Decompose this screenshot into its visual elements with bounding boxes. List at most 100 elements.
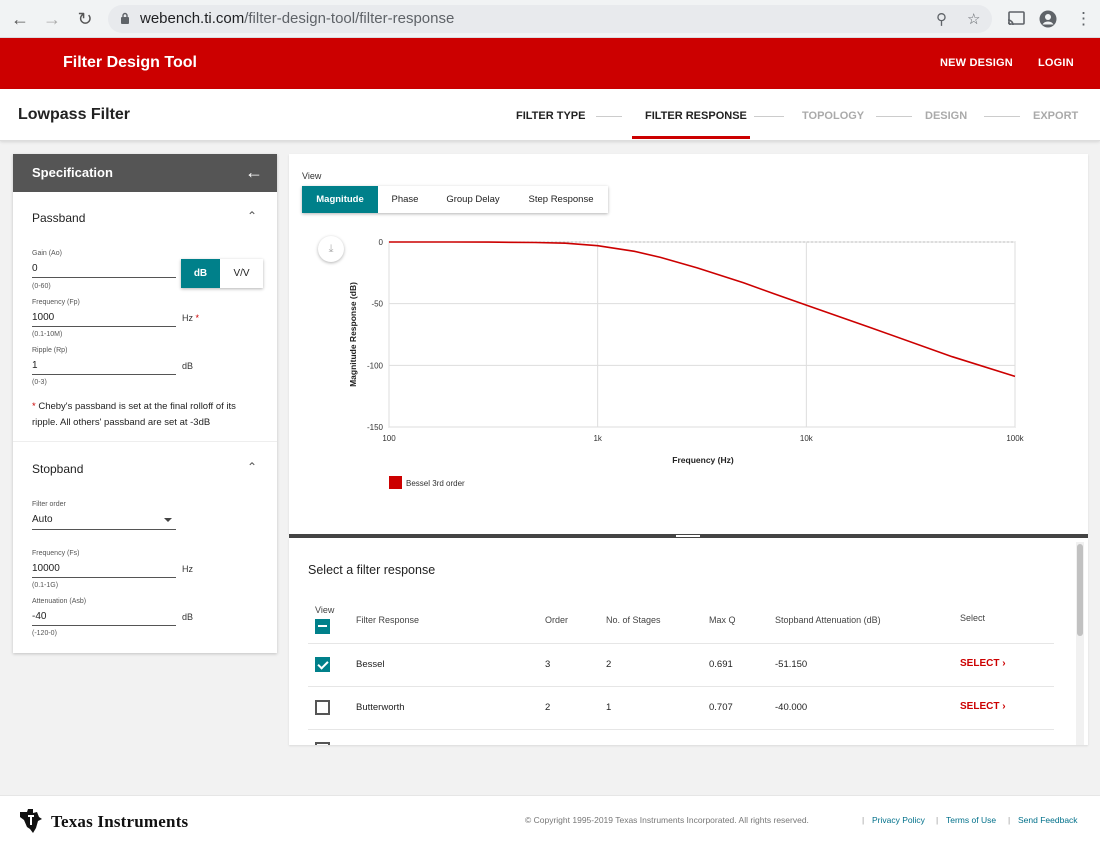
gain-underline: [32, 277, 176, 278]
copyright-text: © Copyright 1995-2019 Texas Instruments …: [525, 815, 809, 825]
chevron-up-icon[interactable]: ⌃: [247, 209, 258, 223]
ripple-underline: [32, 374, 176, 375]
app-header: Filter Design Tool NEW DESIGN LOGIN: [0, 38, 1100, 89]
privacy-policy-link[interactable]: Privacy Policy: [872, 815, 925, 825]
step-filter-response[interactable]: FILTER RESPONSE: [645, 110, 747, 122]
footer-separator: |: [1008, 815, 1011, 825]
star-icon[interactable]: ☆: [967, 11, 981, 28]
legend-label: Bessel 3rd order: [406, 479, 465, 488]
footer-separator: |: [936, 815, 939, 825]
tab-phase[interactable]: Phase: [391, 194, 419, 205]
login-button[interactable]: LOGIN: [1038, 57, 1074, 69]
response-chart-panel: 100 1k 10k 100k 0 -50 -100 -150 Frequency (Hz) Ma…: [289, 154, 1088, 534]
ti-brand-name[interactable]: Texas Instruments: [51, 812, 189, 831]
scrollbar-thumb[interactable]: [1077, 544, 1083, 636]
passband-frequency-underline: [32, 326, 176, 327]
zoom-icon[interactable]: ⚲: [936, 11, 947, 28]
filter-order-underline: [32, 529, 176, 530]
attenuation-input[interactable]: -40: [32, 611, 47, 622]
ti-logo-icon[interactable]: [18, 808, 44, 834]
tab-step-response[interactable]: Step Response: [528, 194, 594, 205]
step-topology[interactable]: TOPOLOGY: [802, 110, 865, 122]
gain-hint: (0-60): [32, 283, 51, 290]
page-title: Lowpass Filter: [18, 106, 131, 123]
footer-separator: |: [862, 815, 865, 825]
lock-icon: [121, 12, 129, 24]
select-button-bessel[interactable]: SELECT ›: [960, 658, 1006, 669]
stopband-frequency-input[interactable]: 10000: [32, 563, 60, 574]
step-bar: Lowpass Filter FILTER TYPE FILTER RESPON…: [0, 89, 1100, 141]
attenuation-underline: [32, 625, 176, 626]
back-arrow-icon[interactable]: ←: [11, 9, 29, 29]
view-checkbox-bessel[interactable]: [315, 657, 330, 672]
legend-swatch: [389, 476, 402, 489]
arrow-left-icon[interactable]: ←: [245, 162, 263, 182]
header-filter-response: Filter Response: [356, 615, 420, 625]
filter-order-label: Filter order: [32, 501, 66, 508]
header-view: View: [315, 605, 335, 615]
row-divider: [308, 643, 1054, 644]
tab-magnitude[interactable]: Magnitude: [302, 186, 378, 213]
new-design-button[interactable]: NEW DESIGN: [940, 57, 1013, 69]
x-tick-label: 100k: [1006, 434, 1024, 443]
stopband-frequency-unit: Hz: [182, 564, 193, 574]
stopband-frequency-underline: [32, 577, 176, 578]
ripple-label: Ripple (Rp): [32, 347, 68, 354]
ripple-input[interactable]: 1: [32, 360, 38, 371]
specification-panel: Specification ← Passband ⌃ Gain (Ao) 0 (…: [13, 154, 277, 653]
passband-frequency-input[interactable]: 1000: [32, 312, 55, 323]
filter-order-select[interactable]: Auto: [32, 514, 53, 525]
passband-title[interactable]: Passband: [32, 211, 86, 225]
select-all-checkbox[interactable]: [315, 619, 330, 634]
ripple-hint: (0-3): [32, 379, 47, 386]
stopband-title[interactable]: Stopband: [32, 462, 84, 476]
view-checkbox-butterworth[interactable]: [315, 700, 330, 715]
splitter-grip[interactable]: [676, 535, 700, 537]
header-select: Select: [960, 613, 986, 623]
unit-vv-button[interactable]: V/V: [233, 268, 250, 279]
send-feedback-link[interactable]: Send Feedback: [1018, 815, 1078, 825]
y-tick-label: -150: [367, 423, 384, 432]
cast-icon[interactable]: [1007, 11, 1025, 27]
download-icon[interactable]: ⤓: [318, 236, 344, 262]
reload-icon[interactable]: ↻: [77, 9, 93, 29]
header-stages: No. of Stages: [606, 615, 661, 625]
table-title: Select a filter response: [308, 563, 436, 577]
y-tick-label: -100: [367, 361, 384, 370]
select-button-butterworth[interactable]: SELECT ›: [960, 701, 1006, 712]
x-tick-label: 10k: [800, 434, 814, 443]
chevron-right-icon: ›: [1002, 701, 1006, 712]
cell-stages: 2: [606, 659, 612, 670]
chevron-up-icon[interactable]: ⌃: [247, 460, 258, 474]
step-connector: [754, 116, 784, 117]
cell-attenuation: -51.150: [775, 659, 808, 670]
series-line: [389, 241, 1016, 378]
step-filter-type[interactable]: FILTER TYPE: [516, 110, 586, 122]
cell-response: Butterworth: [356, 702, 405, 713]
unit-db-button[interactable]: dB: [181, 259, 220, 288]
filter-response-table-panel: Select a filter response View Filter Res…: [289, 538, 1088, 745]
ripple-unit: dB: [182, 361, 194, 371]
header-order: Order: [545, 615, 569, 625]
address-bar[interactable]: webench.ti.com/filter-design-tool/filter…: [108, 5, 992, 33]
dropdown-arrow-icon[interactable]: [164, 518, 172, 522]
forward-arrow-icon[interactable]: →: [43, 9, 61, 29]
passband-frequency-hint: (0.1-10M): [32, 331, 63, 338]
menu-dots-icon[interactable]: ⋮: [1075, 9, 1092, 28]
tab-group-delay[interactable]: Group Delay: [446, 194, 500, 205]
cell-max-q: 0.707: [709, 702, 733, 713]
gain-input[interactable]: 0: [32, 263, 38, 274]
attenuation-unit: dB: [182, 612, 194, 622]
app-title[interactable]: Filter Design Tool: [63, 54, 197, 71]
step-export[interactable]: EXPORT: [1033, 110, 1079, 122]
x-axis-label: Frequency (Hz): [672, 455, 734, 465]
scrollbar-track[interactable]: [1076, 542, 1084, 745]
cell-attenuation: -40.000: [775, 702, 808, 713]
row-divider: [308, 686, 1054, 687]
terms-of-use-link[interactable]: Terms of Use: [946, 815, 997, 825]
profile-icon[interactable]: [1039, 10, 1057, 28]
gain-label: Gain (Ao): [32, 250, 62, 257]
y-axis-label: Magnitude Response (dB): [348, 282, 358, 387]
view-checkbox-next[interactable]: [315, 742, 330, 745]
step-design[interactable]: DESIGN: [925, 110, 968, 122]
